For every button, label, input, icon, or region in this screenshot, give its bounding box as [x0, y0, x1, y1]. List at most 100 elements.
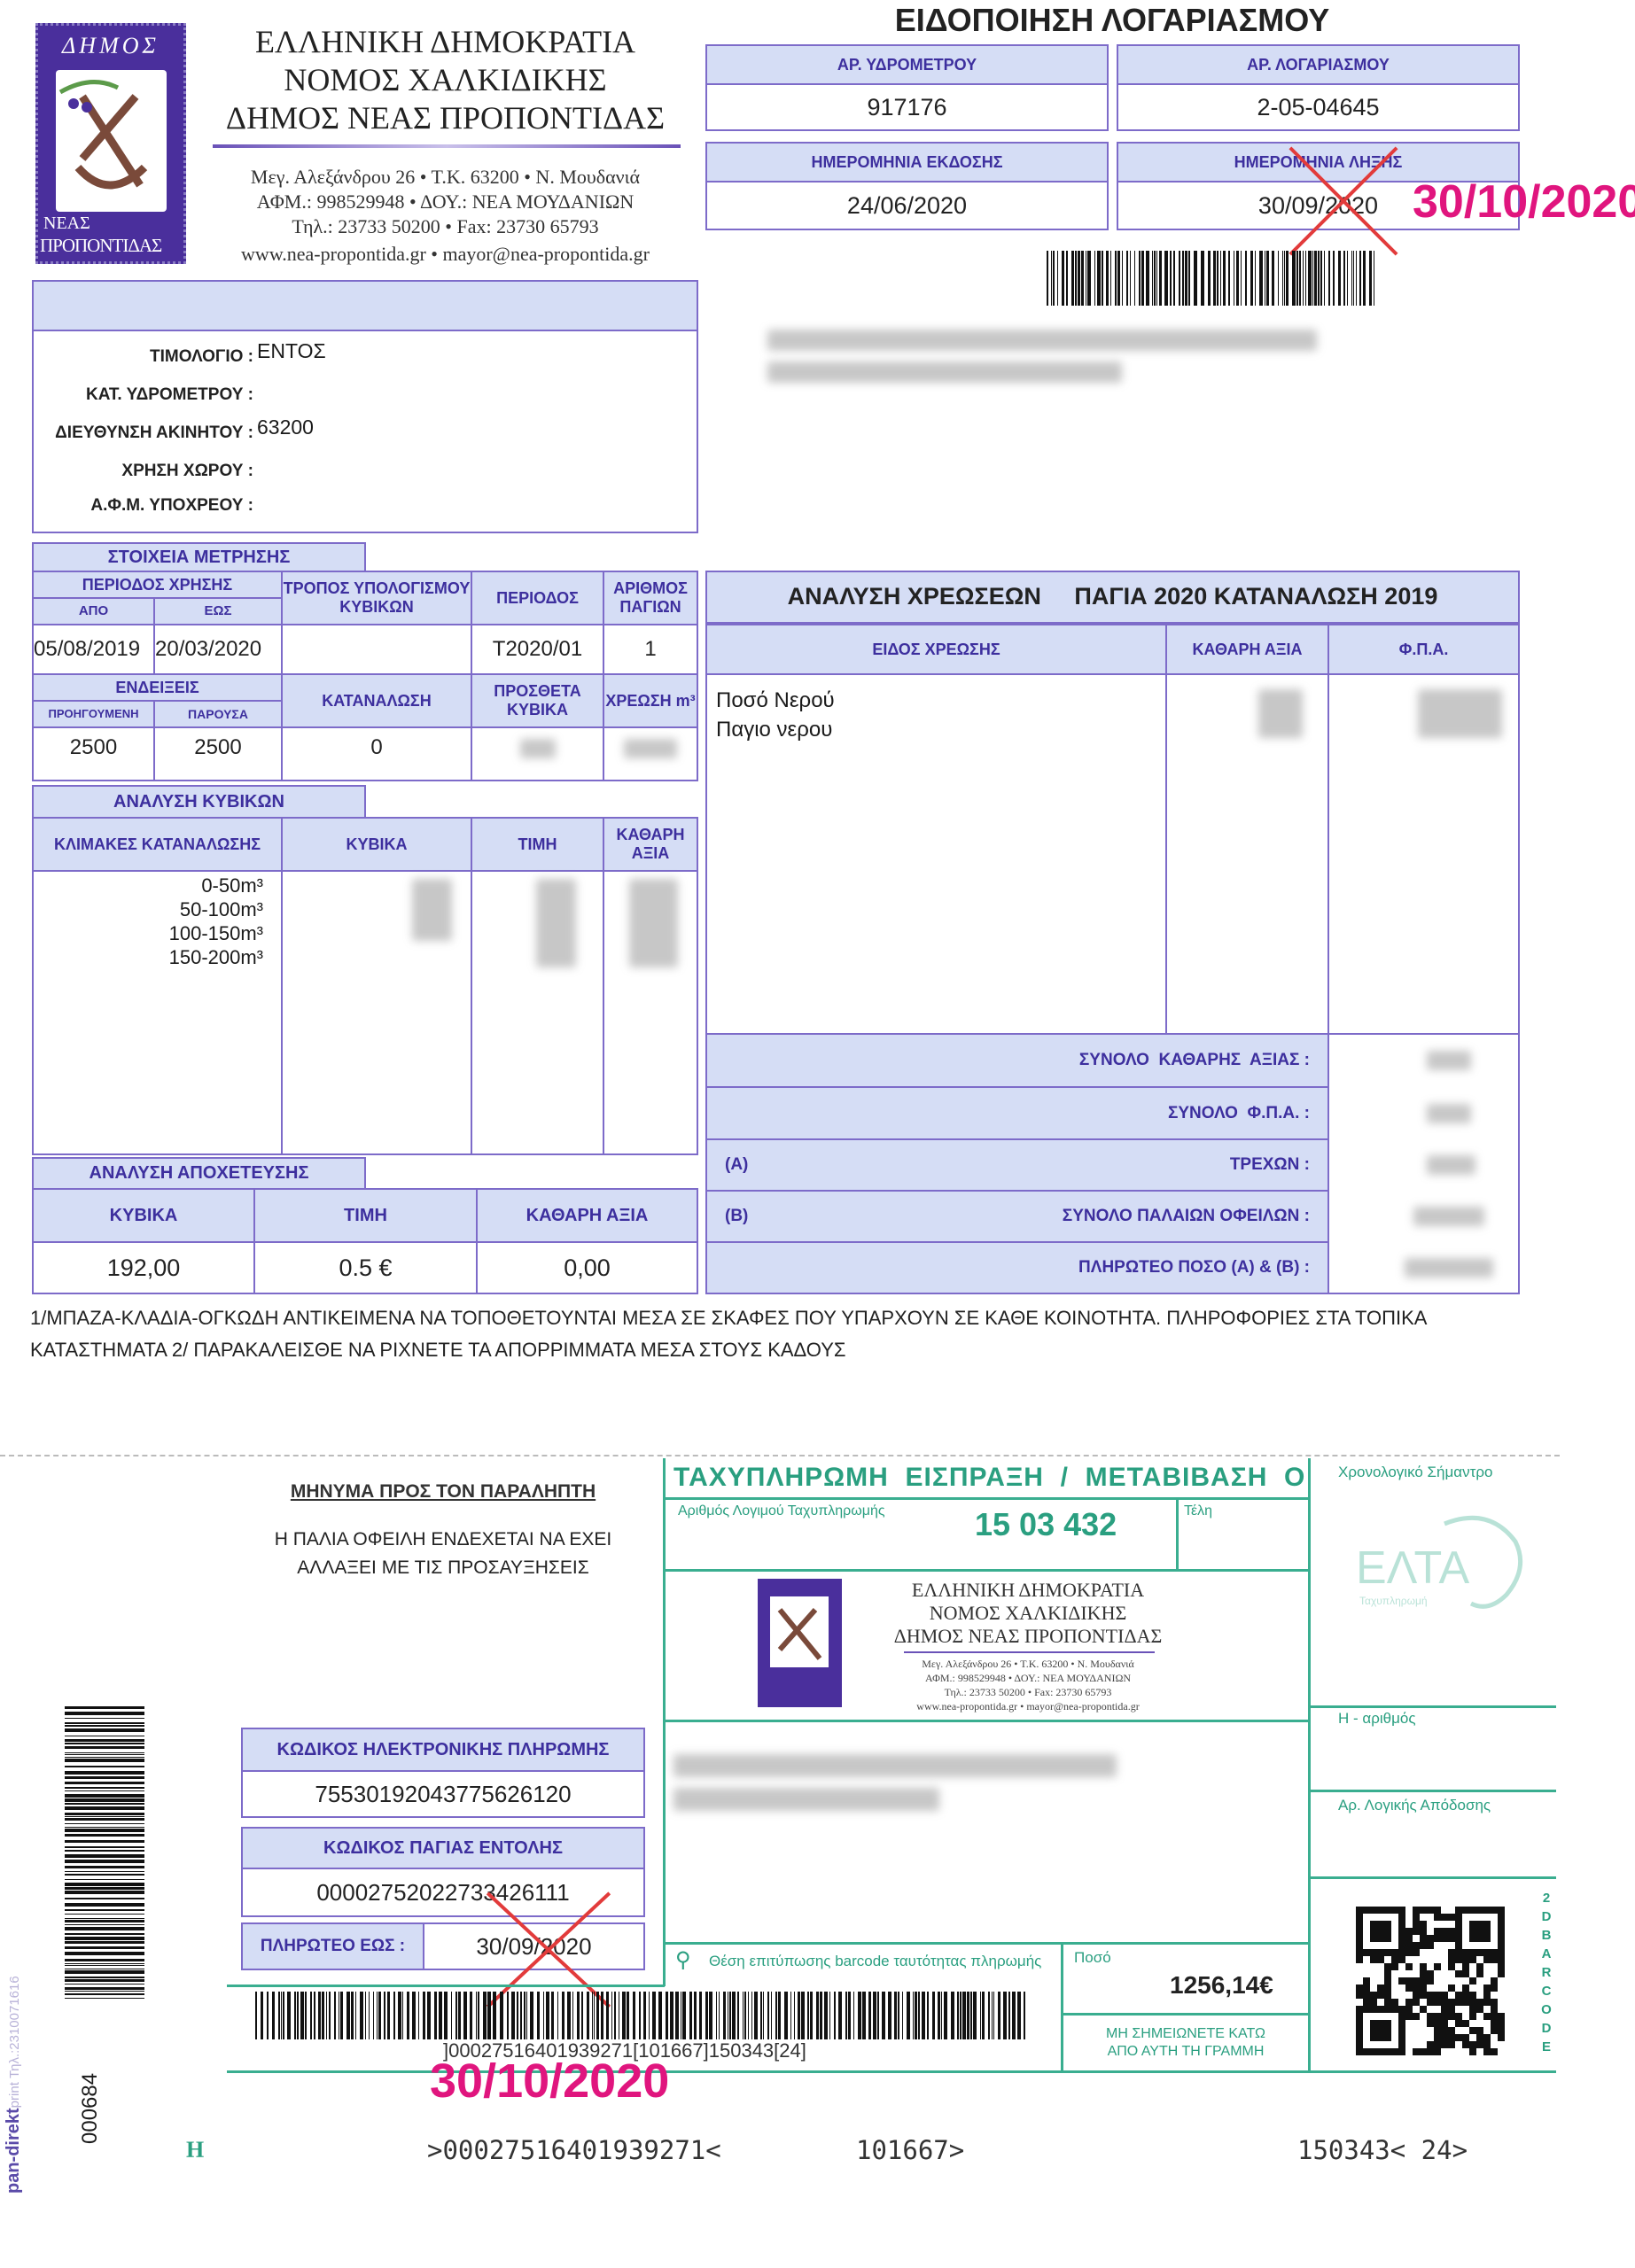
barcode-bar [329, 1992, 331, 2039]
new-due-date-stamp: 30/10/2020 [1413, 176, 1635, 228]
qr-module [1469, 2048, 1476, 2055]
vertical-barcode [65, 1706, 144, 2000]
epay-code-label: ΚΩΔΙΚΟΣ ΗΛΕΚΤΡΟΝΙΚΗΣ ΠΛΗΡΩΜΗΣ [241, 1728, 645, 1772]
h-mark: Η [186, 2137, 205, 2163]
barcode-bar [1097, 251, 1101, 306]
barcode-bar [65, 1891, 144, 1894]
qr-module [1398, 1935, 1405, 1942]
barcode-bar [65, 1991, 144, 1992]
tiers-header: ΚΛΙΜΑΚΕΣ ΚΑΤΑΝΑΛΩΣΗΣ [32, 817, 283, 872]
qr-module [1377, 1949, 1384, 1956]
barcode-bar [1272, 251, 1274, 306]
qr-module [1405, 2006, 1413, 2013]
qr-module [1491, 1984, 1498, 1992]
barcode-bar [65, 1790, 144, 1791]
barcode-bar [719, 1992, 720, 2039]
qr-module [1469, 1928, 1476, 1935]
qr-module [1398, 2027, 1405, 2034]
qr-module [1427, 1907, 1434, 1914]
barcode-bar [845, 1992, 847, 2039]
qr-module [1377, 2006, 1384, 2013]
charge-items: Ποσό Νερού Παγιο νερου [716, 686, 835, 744]
notice-line: ΚΑΤΑΣΤΗΜΑΤΑ 2/ ΠΑΡΑΚΑΛΕΙΣΘΕ ΝΑ ΡΙΧΝΕΤΕ Τ… [30, 1339, 846, 1361]
qr-module [1491, 1907, 1498, 1914]
org-line: ΕΛΛΗΝΙΚΗ ΔΗΜΟΚΡΑΤΙΑ [254, 24, 636, 59]
qr-module [1434, 1914, 1441, 1921]
barcode-bar [537, 1992, 540, 2039]
barcode-bar [384, 1992, 385, 2039]
qr-module [1377, 1921, 1384, 1928]
barcode-bar [848, 1992, 851, 2039]
barcode-bar [318, 1992, 321, 2039]
barcode-bar [1170, 251, 1172, 306]
qr-code [1356, 1907, 1505, 2055]
tier: 150-200m³ [168, 946, 263, 968]
qr-module [1441, 2041, 1448, 2048]
barcode-bar [1185, 251, 1187, 306]
qr-module [1413, 1928, 1420, 1935]
barcode-bar [1057, 251, 1058, 306]
qr-module [1469, 1949, 1476, 1956]
logo-text-bottom2: ΠΡΟΠΟΝΤΙΔΑΣ [40, 235, 162, 256]
barcode-bar [1299, 251, 1301, 306]
barcode-bar [297, 1992, 299, 2039]
qr-module [1384, 1977, 1391, 1984]
tariff-value: ΕΝΤΟΣ [257, 339, 326, 362]
barcode-bar [1146, 251, 1149, 306]
qr-module [1363, 1984, 1370, 1992]
barcode-bar [65, 1846, 144, 1848]
barcode-bar [1363, 251, 1366, 306]
qr-module [1462, 1963, 1469, 1970]
barcode-bar [1154, 251, 1156, 306]
qr-module [1384, 1992, 1391, 1999]
barcode-bar [1047, 251, 1048, 306]
qr-module [1491, 2006, 1498, 2013]
qr-module [1455, 1928, 1462, 1935]
postal-title: ΤΑΧΥΠΛΗΡΩΜΗ ΕΙΣΠΡΑΞΗ / ΜΕΤΑΒΙΒΑΣΗ Ο [673, 1463, 1306, 1492]
barcode-bar [530, 1992, 533, 2039]
qr-module [1370, 2006, 1377, 2013]
qr-module [1434, 2041, 1441, 2048]
qr-module [1491, 2020, 1498, 2027]
qr-module [1398, 2006, 1405, 2013]
barcode-bar [1241, 251, 1242, 306]
qr-module [1476, 1970, 1483, 1977]
barcode-bar [957, 1992, 959, 2039]
qr-module [1448, 2006, 1455, 2013]
fees-label: Τέλη [1184, 1503, 1213, 1518]
barcode-bar [1223, 251, 1226, 306]
barcode-bar [944, 1992, 947, 2039]
qr-module [1420, 1942, 1427, 1949]
barcode-bar [546, 1992, 549, 2039]
qr-module [1455, 2020, 1462, 2027]
qr-module [1356, 2006, 1363, 2013]
barcode-bar [1075, 251, 1077, 306]
qr-module [1434, 2048, 1441, 2055]
qr-module [1434, 1907, 1441, 1914]
barcode-bar [65, 1829, 144, 1832]
barcode-bar [1003, 1992, 1007, 2039]
barcode-bar [960, 1992, 962, 2039]
barcode-bar [65, 1920, 144, 1922]
qr-module [1405, 1949, 1413, 1956]
barcode-bar [941, 1992, 942, 2039]
barcode-bar [355, 1992, 356, 2039]
qr-module [1469, 1992, 1476, 1999]
small-org-address: Μεγ. Αλεξάνδρου 26 • Τ.Κ. 63200 • Ν. Μου… [851, 1657, 1205, 1713]
barcode-bar [65, 1879, 144, 1880]
qr-module [1427, 2041, 1434, 2048]
barcode-bar [65, 1887, 144, 1890]
barcode-bar [567, 1992, 571, 2039]
qr-module [1448, 1956, 1455, 1963]
barcode-bar [455, 1992, 457, 2039]
postal-divider [663, 1569, 1308, 1572]
barcode-bar [65, 1712, 144, 1715]
charge-net-header: ΚΑΘΑΡΗ ΑΞΙΑ [1165, 624, 1329, 675]
qr-module [1483, 2048, 1491, 2055]
qr-module [1469, 1977, 1476, 1984]
qr-module [1448, 1999, 1455, 2006]
qr-module [1455, 1914, 1462, 1921]
barcode-bar [951, 1992, 954, 2039]
qr-module [1455, 1992, 1462, 1999]
qr-module [1469, 2013, 1476, 2020]
